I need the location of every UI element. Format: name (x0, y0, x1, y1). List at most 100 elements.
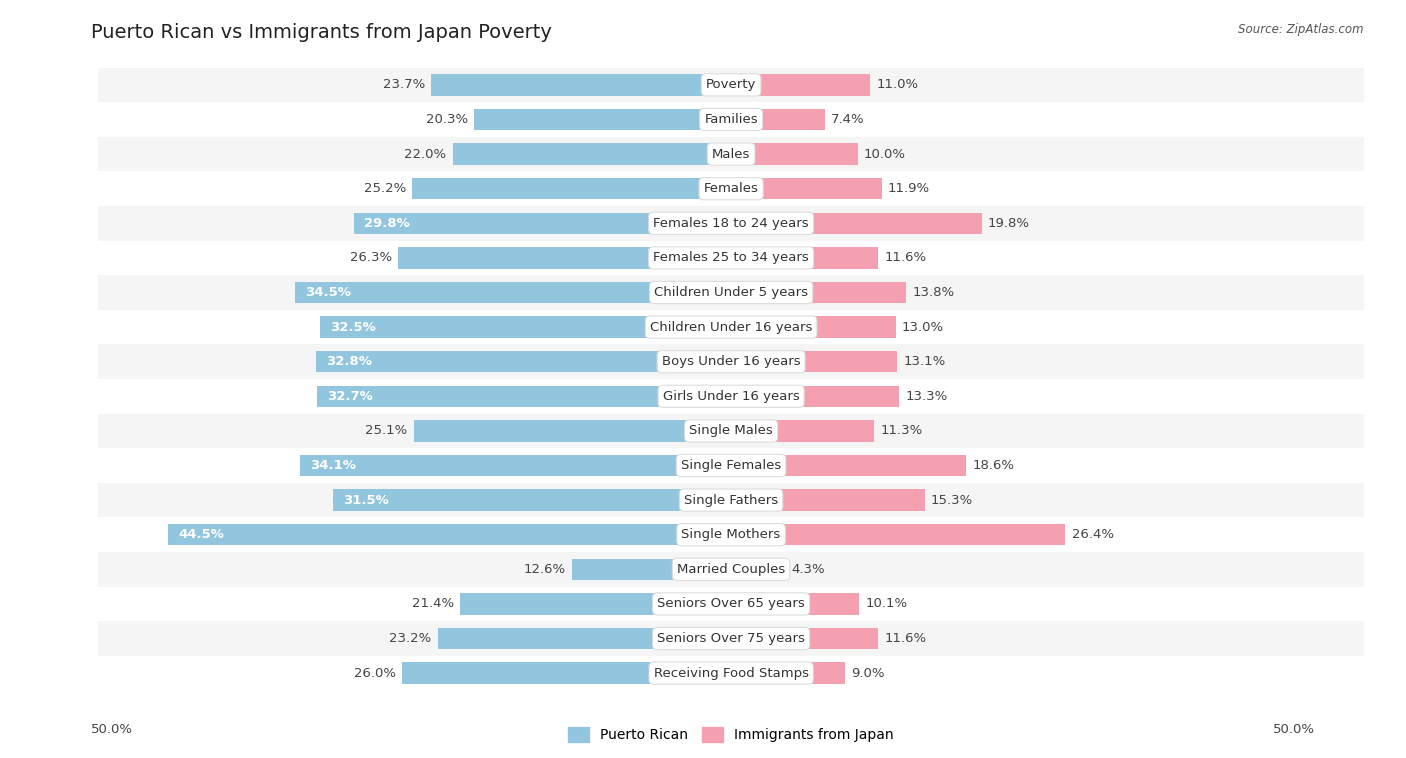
Text: Single Fathers: Single Fathers (685, 493, 778, 506)
Text: 13.1%: 13.1% (903, 356, 945, 368)
Text: 11.6%: 11.6% (884, 632, 927, 645)
Bar (731, 662, 845, 684)
Bar (295, 282, 731, 303)
Text: 4.3%: 4.3% (792, 563, 825, 576)
Text: 25.1%: 25.1% (366, 424, 408, 437)
Bar (398, 247, 731, 268)
Text: 26.3%: 26.3% (350, 252, 392, 265)
Text: 11.6%: 11.6% (884, 252, 927, 265)
Text: 22.0%: 22.0% (405, 148, 446, 161)
Bar (316, 351, 731, 372)
Bar (98, 136, 1364, 171)
Bar (731, 247, 877, 268)
Bar (299, 455, 731, 476)
Bar (731, 594, 859, 615)
Bar (572, 559, 731, 580)
Text: Children Under 5 years: Children Under 5 years (654, 286, 808, 299)
Bar (98, 344, 1364, 379)
Bar (402, 662, 731, 684)
Bar (98, 379, 1364, 414)
Text: 23.2%: 23.2% (389, 632, 432, 645)
Text: Children Under 16 years: Children Under 16 years (650, 321, 813, 334)
Text: Source: ZipAtlas.com: Source: ZipAtlas.com (1239, 23, 1364, 36)
Text: Single Males: Single Males (689, 424, 773, 437)
Text: 34.5%: 34.5% (305, 286, 350, 299)
Bar (731, 143, 858, 164)
Bar (731, 282, 905, 303)
Bar (98, 448, 1364, 483)
Bar (318, 386, 731, 407)
Text: Boys Under 16 years: Boys Under 16 years (662, 356, 800, 368)
Bar (731, 351, 897, 372)
Text: Females 25 to 34 years: Females 25 to 34 years (654, 252, 808, 265)
Text: 19.8%: 19.8% (988, 217, 1031, 230)
Text: Males: Males (711, 148, 751, 161)
Bar (731, 455, 966, 476)
Text: 29.8%: 29.8% (364, 217, 411, 230)
Bar (412, 178, 731, 199)
Bar (98, 310, 1364, 344)
Bar (731, 386, 900, 407)
Text: 15.3%: 15.3% (931, 493, 973, 506)
Bar (474, 108, 731, 130)
Text: 21.4%: 21.4% (412, 597, 454, 610)
Bar (98, 518, 1364, 552)
Bar (98, 240, 1364, 275)
Text: 50.0%: 50.0% (1272, 722, 1315, 736)
Text: 44.5%: 44.5% (179, 528, 224, 541)
Bar (460, 594, 731, 615)
Bar (98, 656, 1364, 691)
Bar (98, 483, 1364, 518)
Text: 31.5%: 31.5% (343, 493, 388, 506)
Text: 23.7%: 23.7% (382, 78, 425, 92)
Text: 32.5%: 32.5% (330, 321, 375, 334)
Text: Receiving Food Stamps: Receiving Food Stamps (654, 666, 808, 680)
Text: Puerto Rican vs Immigrants from Japan Poverty: Puerto Rican vs Immigrants from Japan Po… (91, 23, 553, 42)
Text: Girls Under 16 years: Girls Under 16 years (662, 390, 800, 402)
Bar (413, 420, 731, 442)
Text: Married Couples: Married Couples (678, 563, 785, 576)
Bar (98, 275, 1364, 310)
Text: 20.3%: 20.3% (426, 113, 468, 126)
Text: Families: Families (704, 113, 758, 126)
Bar (731, 420, 875, 442)
Text: 32.8%: 32.8% (326, 356, 373, 368)
Bar (319, 316, 731, 338)
Bar (453, 143, 731, 164)
Text: Females: Females (703, 182, 759, 195)
Bar (731, 108, 825, 130)
Bar (731, 524, 1066, 546)
Text: Seniors Over 65 years: Seniors Over 65 years (657, 597, 806, 610)
Text: Single Females: Single Females (681, 459, 782, 472)
Text: 26.4%: 26.4% (1071, 528, 1114, 541)
Bar (98, 102, 1364, 136)
Text: 50.0%: 50.0% (91, 722, 134, 736)
Text: Single Mothers: Single Mothers (682, 528, 780, 541)
Text: 34.1%: 34.1% (309, 459, 356, 472)
Text: Seniors Over 75 years: Seniors Over 75 years (657, 632, 806, 645)
Bar (731, 490, 925, 511)
Bar (98, 171, 1364, 206)
Bar (437, 628, 731, 650)
Bar (332, 490, 731, 511)
Text: 11.3%: 11.3% (880, 424, 922, 437)
Bar (731, 628, 877, 650)
Text: 10.0%: 10.0% (863, 148, 905, 161)
Text: 12.6%: 12.6% (523, 563, 565, 576)
Text: 7.4%: 7.4% (831, 113, 865, 126)
Text: 13.3%: 13.3% (905, 390, 948, 402)
Legend: Puerto Rican, Immigrants from Japan: Puerto Rican, Immigrants from Japan (562, 722, 900, 747)
Text: 13.8%: 13.8% (912, 286, 955, 299)
Text: 25.2%: 25.2% (364, 182, 406, 195)
Text: Poverty: Poverty (706, 78, 756, 92)
Bar (167, 524, 731, 546)
Text: 11.9%: 11.9% (889, 182, 931, 195)
Bar (98, 622, 1364, 656)
Bar (98, 206, 1364, 240)
Bar (731, 559, 786, 580)
Bar (354, 212, 731, 234)
Bar (98, 414, 1364, 448)
Bar (98, 587, 1364, 622)
Bar (98, 67, 1364, 102)
Bar (731, 178, 882, 199)
